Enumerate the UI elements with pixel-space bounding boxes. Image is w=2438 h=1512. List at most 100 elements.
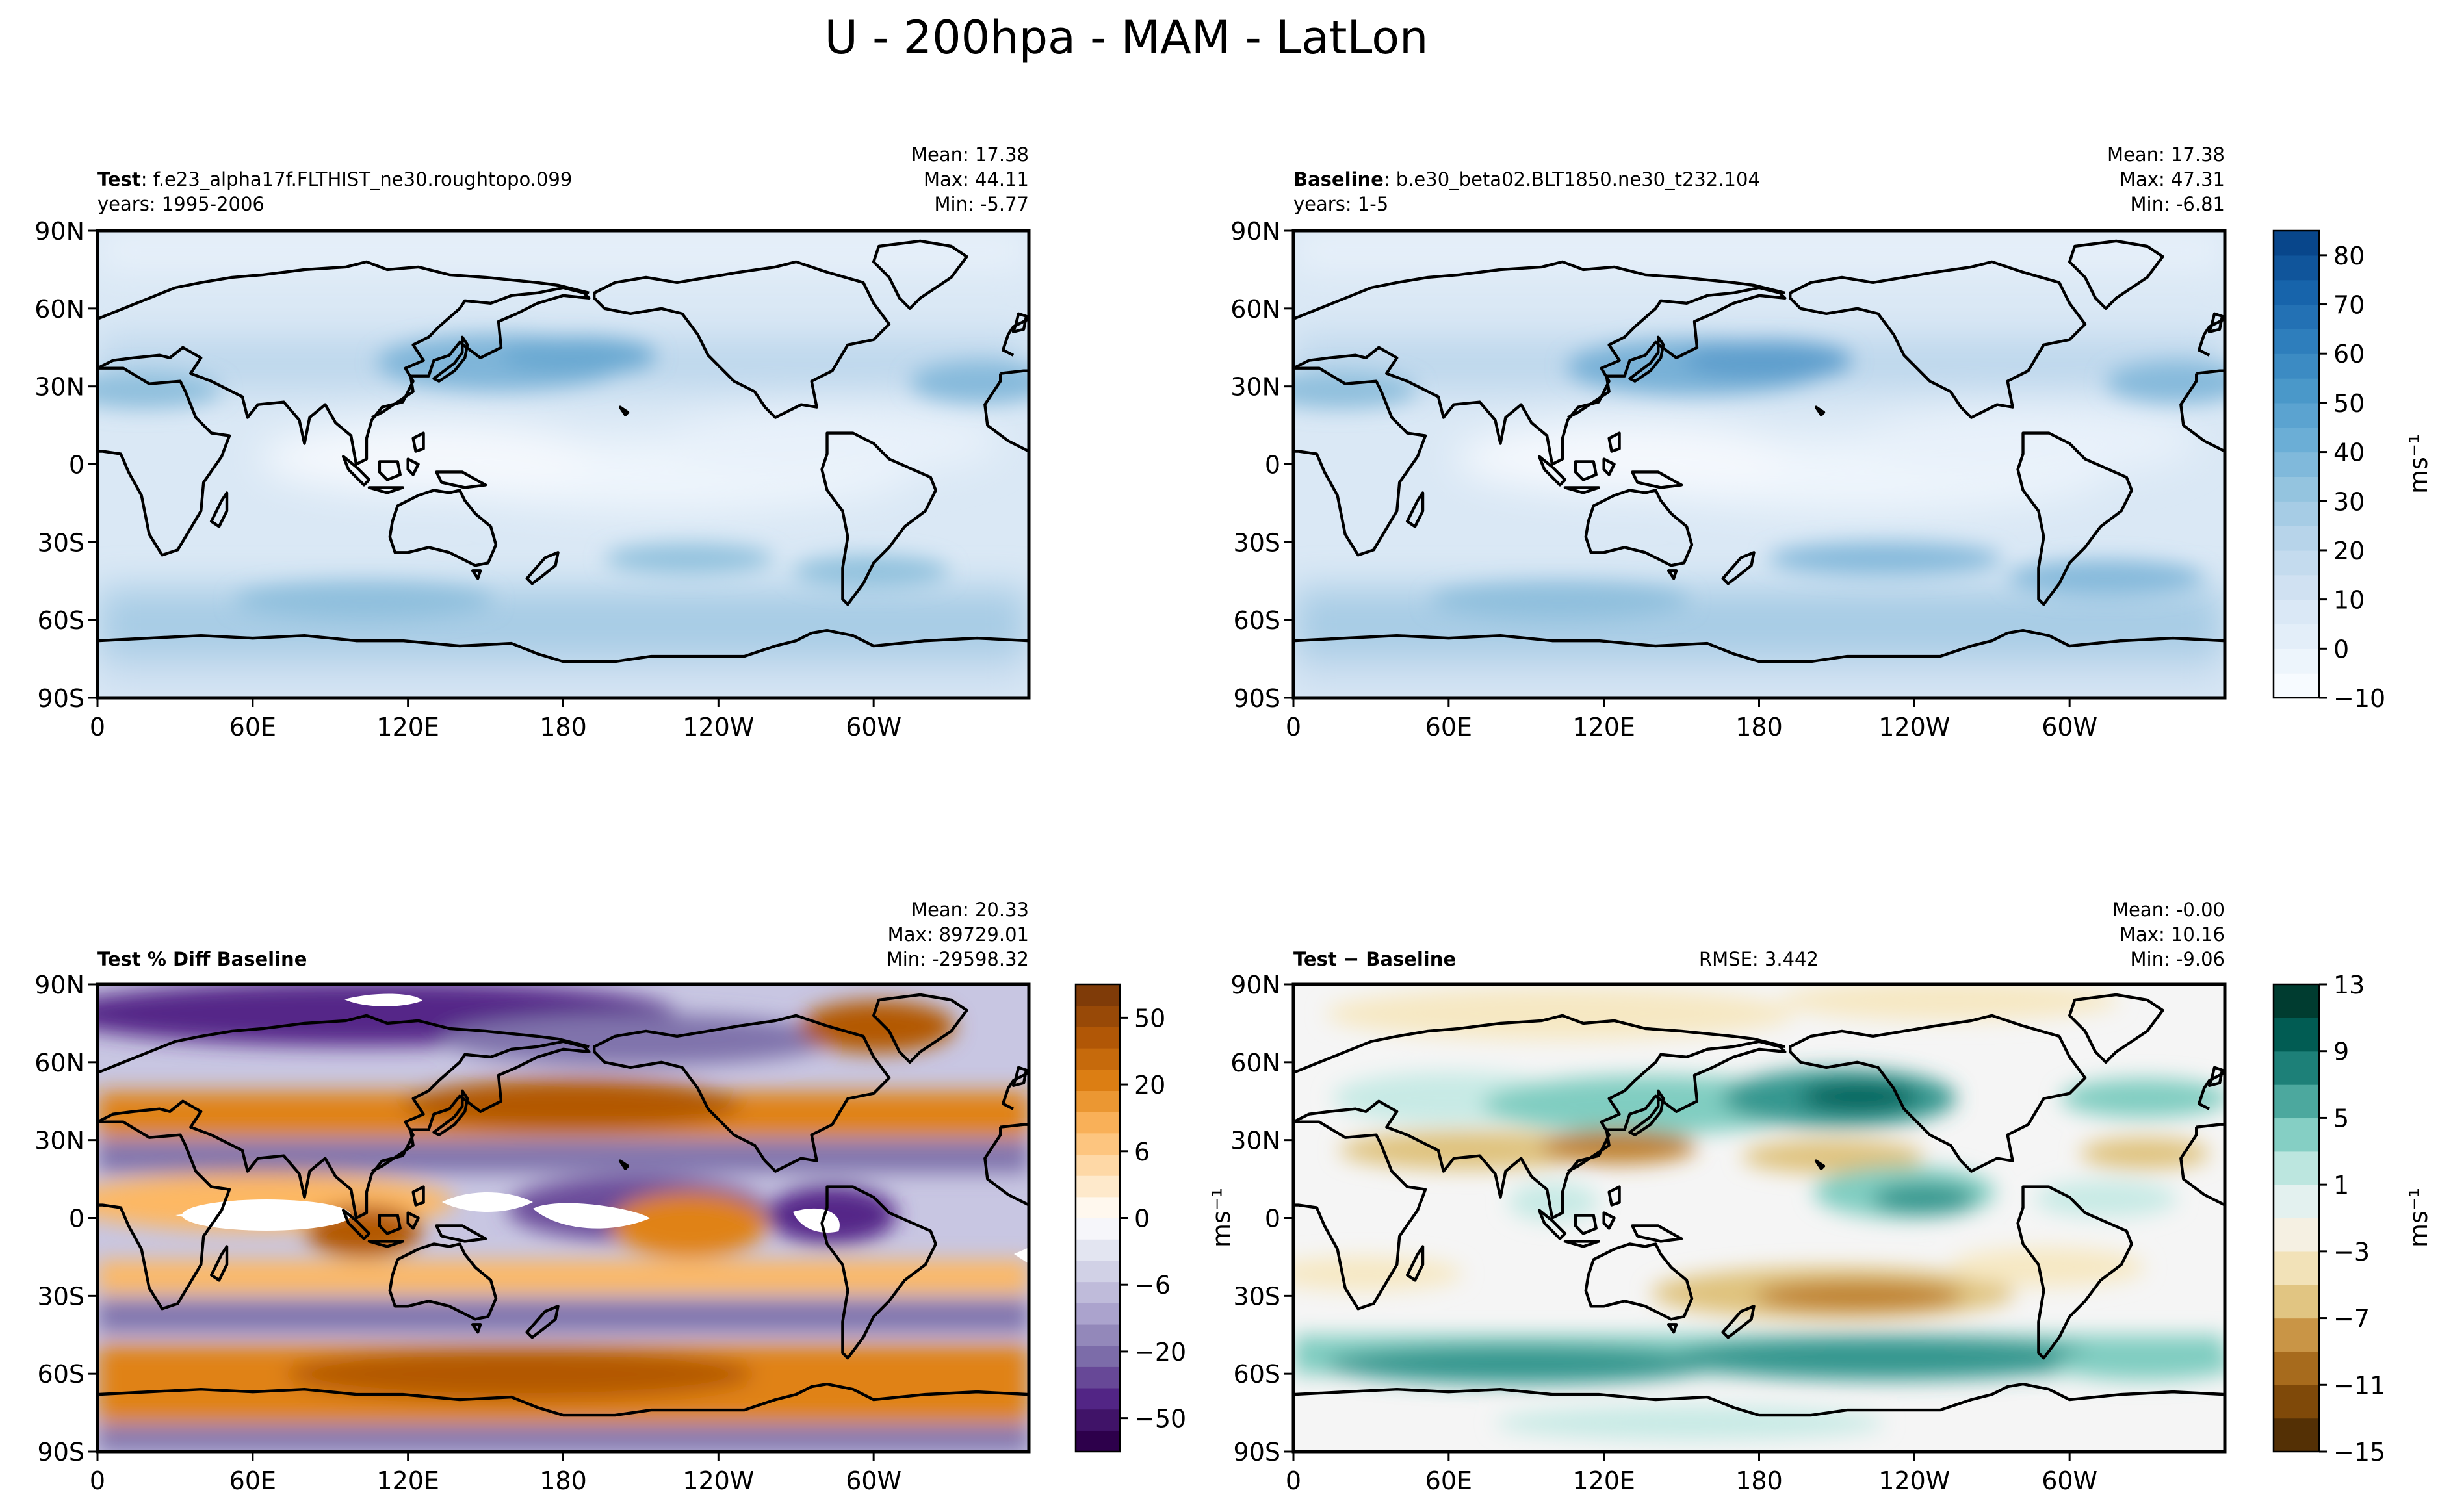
diff-ytick-label: 30S xyxy=(1234,1282,1280,1311)
test-xtick-label: 180 xyxy=(539,713,587,741)
baseline-stat-min: Min: -6.81 xyxy=(2131,193,2225,215)
colorbar-baseline-swatch xyxy=(2274,255,2319,281)
panel-diff: Test − Baseline RMSE: 3.442 Mean: -0.00 … xyxy=(1230,899,2227,1495)
colorbar-pct-diff-swatch xyxy=(1076,1027,1120,1049)
baseline-ytick-label: 90N xyxy=(1230,217,1280,246)
panel-pct-diff: Test % Diff Baseline Mean: 20.33 Max: 89… xyxy=(34,899,1031,1495)
colorbar-pct-diff-swatch xyxy=(1076,1196,1120,1219)
diff-xtick-label: 60E xyxy=(1425,1467,1472,1495)
colorbar-diff-swatch xyxy=(2274,1084,2319,1119)
colorbar-diff-swatch xyxy=(2274,1385,2319,1419)
baseline-field xyxy=(1293,231,2225,698)
diff-ytick-label: 60S xyxy=(1234,1360,1280,1389)
colorbar-baseline-swatch xyxy=(2274,452,2319,478)
pct-diff-ytick-label: 30S xyxy=(38,1282,84,1311)
colorbar-pct-diff: 50 20 6 0 −6 −20 −50 ms⁻¹ xyxy=(1074,983,1236,1453)
colorbar-pct-diff-tick-label: 6 xyxy=(1134,1138,1150,1166)
diff-stat-min: Min: -9.06 xyxy=(2131,948,2225,970)
baseline-xtick-label: 60W xyxy=(2042,713,2097,741)
pct-diff-ytick-label: 60S xyxy=(38,1360,84,1389)
colorbar-pct-diff-swatch xyxy=(1076,1303,1120,1325)
diff-ytick-label: 60N xyxy=(1230,1049,1280,1077)
colorbar-pct-diff-swatch xyxy=(1076,1175,1120,1198)
baseline-xtick-label: 0 xyxy=(1286,713,1301,741)
colorbar-pct-diff-swatch xyxy=(1076,1281,1120,1303)
colorbar-baseline-swatch xyxy=(2274,304,2319,329)
colorbar-pct-diff-swatch xyxy=(1076,1005,1120,1027)
diff-stat-max: Max: 10.16 xyxy=(2120,923,2225,945)
colorbar-pct-diff-swatch xyxy=(1076,1430,1120,1452)
test-years: years: 1995-2006 xyxy=(97,193,265,215)
colorbar-pct-diff-swatch xyxy=(1076,1218,1120,1240)
pct-diff-xtick-label: 0 xyxy=(90,1467,105,1495)
colorbar-diff-tick-label: 1 xyxy=(2333,1171,2349,1199)
pct-diff-ytick-label: 0 xyxy=(69,1205,84,1233)
colorbar-diff-swatch xyxy=(2274,1285,2319,1319)
test-field xyxy=(97,231,1029,698)
colorbar-diff-frame xyxy=(2272,983,2320,1453)
test-ytick-label: 90S xyxy=(38,684,84,713)
colorbar-diff-tick-label: −15 xyxy=(2333,1438,2385,1467)
colorbar-baseline-tick-label: 30 xyxy=(2333,487,2365,516)
colorbar-baseline-tick-label: 10 xyxy=(2333,586,2365,615)
svg-text:Baseline: b.e30_beta02.BLT1850: Baseline: b.e30_beta02.BLT1850.ne30_t232… xyxy=(1293,168,1760,190)
colorbar-baseline-swatch xyxy=(2274,648,2319,674)
test-stat-min: Min: -5.77 xyxy=(935,193,1029,215)
colorbar-baseline-tick-label: 70 xyxy=(2333,291,2365,320)
baseline-years: years: 1-5 xyxy=(1293,193,1388,215)
colorbar-diff-swatch xyxy=(2274,1151,2319,1185)
test-xtick-label: 120E xyxy=(376,713,439,741)
colorbar-pct-diff-swatch xyxy=(1076,1345,1120,1367)
colorbar-baseline-swatch xyxy=(2274,329,2319,354)
baseline-stat-max: Max: 47.31 xyxy=(2120,168,2225,190)
colorbar-pct-diff-swatch xyxy=(1076,1069,1120,1092)
panel-baseline: Baseline: b.e30_beta02.BLT1850.ne30_t232… xyxy=(1230,144,2227,741)
colorbar-baseline-swatch xyxy=(2274,427,2319,453)
pct-diff-xtick-label: 60W xyxy=(846,1467,901,1495)
diff-field xyxy=(1293,984,2225,1452)
diff-xtick-label: 180 xyxy=(1735,1467,1783,1495)
pct-diff-xtick-label: 120E xyxy=(376,1467,439,1495)
colorbar-pct-diff-swatch xyxy=(1076,1048,1120,1070)
baseline-xtick-label: 120E xyxy=(1572,713,1635,741)
colorbar-diff-swatch xyxy=(2274,1218,2319,1252)
colorbar-pct-diff-swatch xyxy=(1076,1260,1120,1283)
diff-ytick-label: 0 xyxy=(1265,1205,1280,1233)
pct-diff-xtick-label: 180 xyxy=(539,1467,587,1495)
test-xtick-label: 0 xyxy=(90,713,105,741)
colorbar-baseline-swatch xyxy=(2274,599,2319,625)
colorbar-pct-diff-units: ms⁻¹ xyxy=(1207,1188,1236,1248)
test-xtick-label: 120W xyxy=(682,713,754,741)
colorbar-diff-tick-label: −7 xyxy=(2333,1305,2370,1333)
colorbar-baseline-swatch xyxy=(2274,476,2319,502)
colorbar-pct-diff-tick-label: 0 xyxy=(1134,1205,1150,1233)
colorbar-pct-diff-swatch xyxy=(1076,1387,1120,1410)
colorbar-pct-diff-swatch xyxy=(1076,1154,1120,1176)
colorbar-pct-diff-swatch xyxy=(1076,1324,1120,1346)
colorbar-baseline-swatch xyxy=(2274,279,2319,305)
svg-text:Test: f.e23_alpha17f.FLTHIST_n: Test: f.e23_alpha17f.FLTHIST_ne30.rought… xyxy=(97,168,572,190)
colorbar-field-units: ms⁻¹ xyxy=(2404,434,2433,494)
pct-diff-ytick-label: 90S xyxy=(38,1438,84,1467)
test-ytick-label: 90N xyxy=(34,217,84,246)
colorbar-pct-diff-swatch xyxy=(1076,1409,1120,1431)
colorbar-baseline-tick-label: 0 xyxy=(2333,635,2349,663)
colorbar-diff-swatch xyxy=(2274,1251,2319,1285)
test-stat-mean: Mean: 17.38 xyxy=(911,144,1029,166)
colorbar-pct-diff-swatch xyxy=(1076,1239,1120,1261)
colorbar-field: 80 70 60 50 40 30 20 10 0 −10 ms⁻¹ xyxy=(2272,229,2433,713)
diff-rmse: RMSE: 3.442 xyxy=(1699,948,1819,970)
diff-ytick-label: 30N xyxy=(1230,1127,1280,1155)
diff-xtick-label: 120W xyxy=(1878,1467,1950,1495)
colorbar-diff-tick-label: −11 xyxy=(2333,1371,2385,1400)
colorbar-baseline-swatch xyxy=(2274,673,2319,698)
colorbar-pct-diff-tick-label: −50 xyxy=(1134,1405,1186,1433)
pct-diff-xtick-label: 60E xyxy=(229,1467,276,1495)
colorbar-pct-diff-swatch xyxy=(1076,1366,1120,1389)
colorbar-diff-tick-label: 13 xyxy=(2333,971,2365,999)
test-xtick-label: 60W xyxy=(846,713,901,741)
pct-diff-ytick-label: 30N xyxy=(34,1127,84,1155)
colorbar-baseline-tick-label: 40 xyxy=(2333,439,2365,467)
colorbar-baseline-tick-label: −10 xyxy=(2333,684,2385,713)
